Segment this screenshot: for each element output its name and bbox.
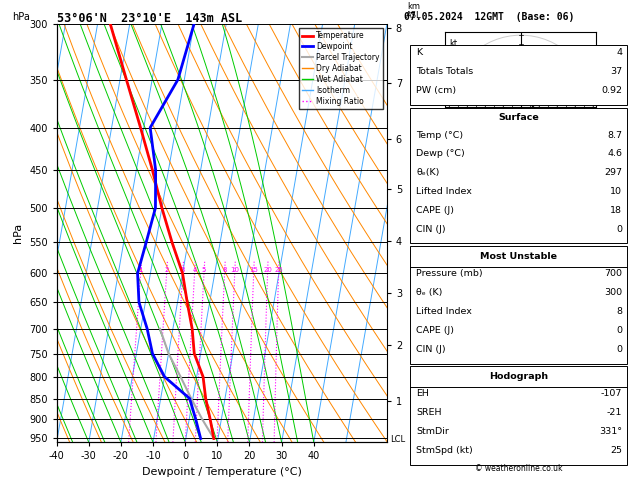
Text: 8.7: 8.7 (608, 131, 622, 139)
Text: Most Unstable: Most Unstable (480, 252, 557, 261)
Text: CIN (J): CIN (J) (416, 225, 446, 234)
Bar (410, 45, 626, 104)
Text: 10: 10 (505, 113, 512, 118)
Text: Pressure (mb): Pressure (mb) (416, 269, 483, 278)
Bar (410, 366, 626, 465)
Text: Dewp (°C): Dewp (°C) (416, 150, 465, 158)
Text: Totals Totals: Totals Totals (416, 67, 474, 76)
Text: 10: 10 (610, 187, 622, 196)
Text: 700: 700 (604, 269, 622, 278)
Text: 2: 2 (164, 267, 169, 273)
Text: 0: 0 (616, 225, 622, 234)
Text: 1: 1 (138, 267, 143, 273)
Text: Surface: Surface (498, 113, 538, 122)
Text: 30: 30 (480, 131, 487, 136)
Text: SREH: SREH (416, 408, 442, 417)
Text: Temp (°C): Temp (°C) (416, 131, 464, 139)
Text: 20: 20 (493, 122, 499, 127)
Text: K: K (416, 48, 423, 57)
Text: 4: 4 (616, 48, 622, 57)
Text: kt: kt (449, 39, 457, 48)
Text: 297: 297 (604, 168, 622, 177)
Text: 300: 300 (604, 288, 622, 297)
Text: hPa: hPa (13, 12, 30, 22)
Text: 8: 8 (222, 267, 227, 273)
Text: 0: 0 (616, 345, 622, 354)
Text: km
ASL: km ASL (406, 2, 421, 20)
Text: -21: -21 (607, 408, 622, 417)
Text: 4: 4 (192, 267, 197, 273)
Text: EH: EH (416, 389, 430, 399)
Text: LCL: LCL (390, 435, 405, 444)
Text: CAPE (J): CAPE (J) (416, 206, 454, 215)
Text: 07.05.2024  12GMT  (Base: 06): 07.05.2024 12GMT (Base: 06) (404, 12, 575, 22)
Text: 5: 5 (202, 267, 206, 273)
Text: 331°: 331° (599, 427, 622, 436)
Text: θₑ (K): θₑ (K) (416, 288, 443, 297)
Text: 4.6: 4.6 (608, 150, 622, 158)
Text: 25: 25 (610, 446, 622, 455)
Legend: Temperature, Dewpoint, Parcel Trajectory, Dry Adiabat, Wet Adiabat, Isotherm, Mi: Temperature, Dewpoint, Parcel Trajectory… (299, 28, 383, 109)
Bar (410, 246, 626, 364)
Text: PW (cm): PW (cm) (416, 86, 457, 95)
Text: -107: -107 (601, 389, 622, 399)
Text: © weatheronline.co.uk: © weatheronline.co.uk (474, 465, 562, 473)
Text: Lifted Index: Lifted Index (416, 307, 472, 316)
Bar (410, 107, 626, 243)
Text: θₑ(K): θₑ(K) (416, 168, 440, 177)
X-axis label: Dewpoint / Temperature (°C): Dewpoint / Temperature (°C) (142, 467, 302, 477)
Text: 0.92: 0.92 (601, 86, 622, 95)
Y-axis label: hPa: hPa (13, 223, 23, 243)
Text: StmDir: StmDir (416, 427, 449, 436)
Text: Mixing Ratio (g/kg): Mixing Ratio (g/kg) (430, 256, 439, 336)
Text: 0: 0 (616, 326, 622, 335)
Text: StmSpd (kt): StmSpd (kt) (416, 446, 473, 455)
Text: 18: 18 (610, 206, 622, 215)
Text: Lifted Index: Lifted Index (416, 187, 472, 196)
Text: 25: 25 (274, 267, 283, 273)
Text: 10: 10 (230, 267, 239, 273)
Text: CAPE (J): CAPE (J) (416, 326, 454, 335)
Text: 3: 3 (181, 267, 185, 273)
Text: 8: 8 (616, 307, 622, 316)
Text: 20: 20 (263, 267, 272, 273)
Text: 53°06'N  23°10'E  143m ASL: 53°06'N 23°10'E 143m ASL (57, 12, 242, 25)
Text: Hodograph: Hodograph (489, 372, 548, 381)
Text: 37: 37 (610, 67, 622, 76)
Text: 15: 15 (249, 267, 258, 273)
Text: CIN (J): CIN (J) (416, 345, 446, 354)
